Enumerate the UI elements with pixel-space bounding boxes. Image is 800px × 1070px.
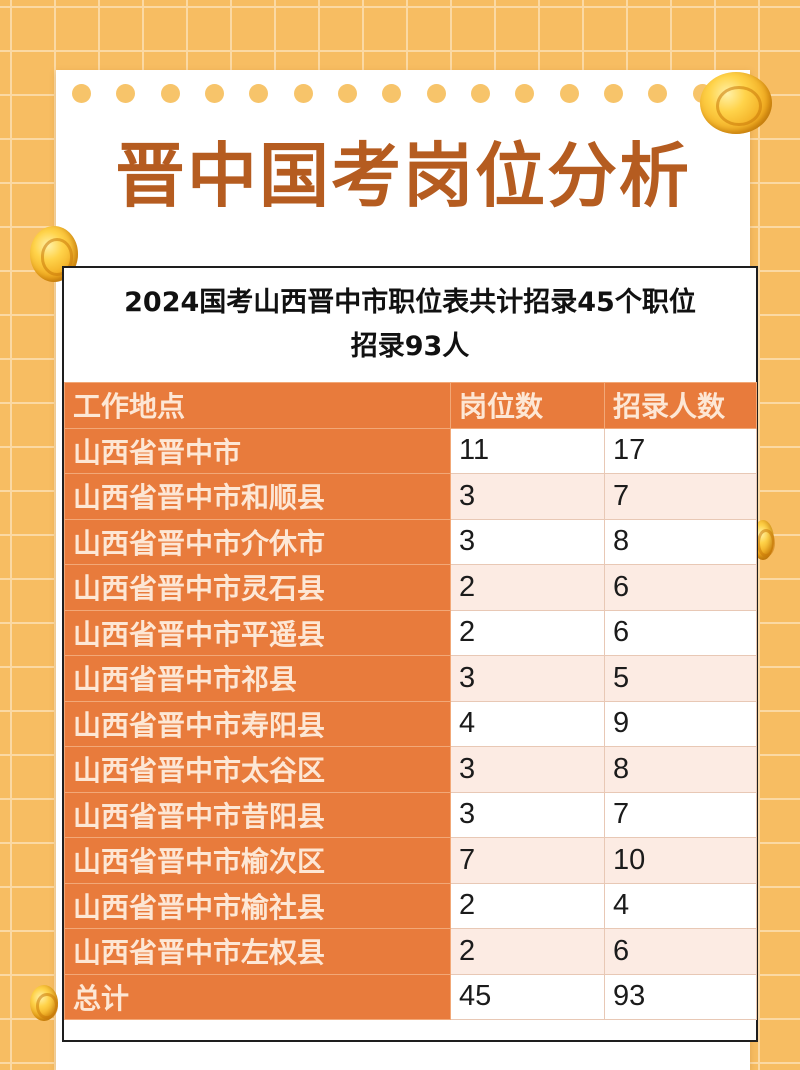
caption-line-1: 2024国考山西晋中市职位表共计招录45个职位: [124, 287, 696, 318]
table-row: 山西省晋中市榆次区 7 10: [64, 837, 757, 884]
hires-cell: 9: [604, 700, 757, 747]
location-cell: 山西省晋中市寿阳县: [64, 700, 451, 747]
posts-cell: 2: [450, 882, 605, 929]
table-row: 山西省晋中市和顺县 3 7: [64, 473, 757, 520]
hires-cell: 4: [604, 882, 757, 929]
decorative-dots: [72, 84, 712, 104]
hires-cell: 5: [604, 655, 757, 702]
location-cell: 山西省晋中市介休市: [64, 518, 451, 565]
table-row: 山西省晋中市介休市 3 8: [64, 518, 757, 565]
posts-cell: 7: [450, 837, 605, 884]
recruitment-table: 工作地点 岗位数 招录人数 山西省晋中市 11 17 山西省晋中市和顺县 3 7 山西省晋中…: [64, 382, 757, 1020]
table-row: 山西省晋中市昔阳县 3 7: [64, 791, 757, 838]
posts-cell: 3: [450, 655, 605, 702]
location-cell: 山西省晋中市: [64, 427, 451, 474]
posts-cell: 3: [450, 518, 605, 565]
table-header-row: 工作地点 岗位数 招录人数: [64, 382, 757, 429]
posts-cell: 3: [450, 473, 605, 520]
table-total-row: 总计 45 93: [64, 973, 757, 1020]
posts-cell: 2: [450, 928, 605, 975]
location-cell: 山西省晋中市昔阳县: [64, 791, 451, 838]
coin-icon: [700, 72, 772, 134]
column-header-hires: 招录人数: [604, 382, 757, 429]
location-cell: 山西省晋中市灵石县: [64, 564, 451, 611]
recruitment-table-panel: 2024国考山西晋中市职位表共计招录45个职位 招录93人 工作地点 岗位数 招…: [62, 266, 758, 1042]
hires-cell: 17: [604, 427, 757, 474]
location-cell: 山西省晋中市榆社县: [64, 882, 451, 929]
posts-cell: 3: [450, 746, 605, 793]
column-header-location: 工作地点: [64, 382, 451, 429]
table-row: 山西省晋中市榆社县 2 4: [64, 882, 757, 929]
posts-cell: 2: [450, 609, 605, 656]
location-cell: 山西省晋中市太谷区: [64, 746, 451, 793]
hires-cell: 10: [604, 837, 757, 884]
total-label-cell: 总计: [64, 973, 451, 1020]
table-row: 山西省晋中市灵石县 2 6: [64, 564, 757, 611]
hires-cell: 8: [604, 746, 757, 793]
location-cell: 山西省晋中市平遥县: [64, 609, 451, 656]
posts-cell: 4: [450, 700, 605, 747]
location-cell: 山西省晋中市祁县: [64, 655, 451, 702]
table-caption: 2024国考山西晋中市职位表共计招录45个职位 招录93人: [64, 268, 756, 382]
caption-line-2: 招录93人: [350, 331, 470, 362]
posts-cell: 2: [450, 564, 605, 611]
total-posts-cell: 45: [450, 973, 605, 1020]
hires-cell: 7: [604, 791, 757, 838]
table-row: 山西省晋中市左权县 2 6: [64, 928, 757, 975]
total-hires-cell: 93: [604, 973, 757, 1020]
table-row: 山西省晋中市祁县 3 5: [64, 655, 757, 702]
coin-icon: [30, 985, 58, 1021]
table-row: 山西省晋中市 11 17: [64, 427, 757, 474]
hires-cell: 6: [604, 609, 757, 656]
column-header-posts: 岗位数: [450, 382, 605, 429]
table-row: 山西省晋中市太谷区 3 8: [64, 746, 757, 793]
table-row: 山西省晋中市平遥县 2 6: [64, 609, 757, 656]
location-cell: 山西省晋中市榆次区: [64, 837, 451, 884]
hires-cell: 8: [604, 518, 757, 565]
location-cell: 山西省晋中市左权县: [64, 928, 451, 975]
hires-cell: 6: [604, 928, 757, 975]
table-row: 山西省晋中市寿阳县 4 9: [64, 700, 757, 747]
posts-cell: 11: [450, 427, 605, 474]
location-cell: 山西省晋中市和顺县: [64, 473, 451, 520]
hires-cell: 6: [604, 564, 757, 611]
posts-cell: 3: [450, 791, 605, 838]
hires-cell: 7: [604, 473, 757, 520]
page-title: 晋中国考岗位分析: [115, 135, 691, 217]
